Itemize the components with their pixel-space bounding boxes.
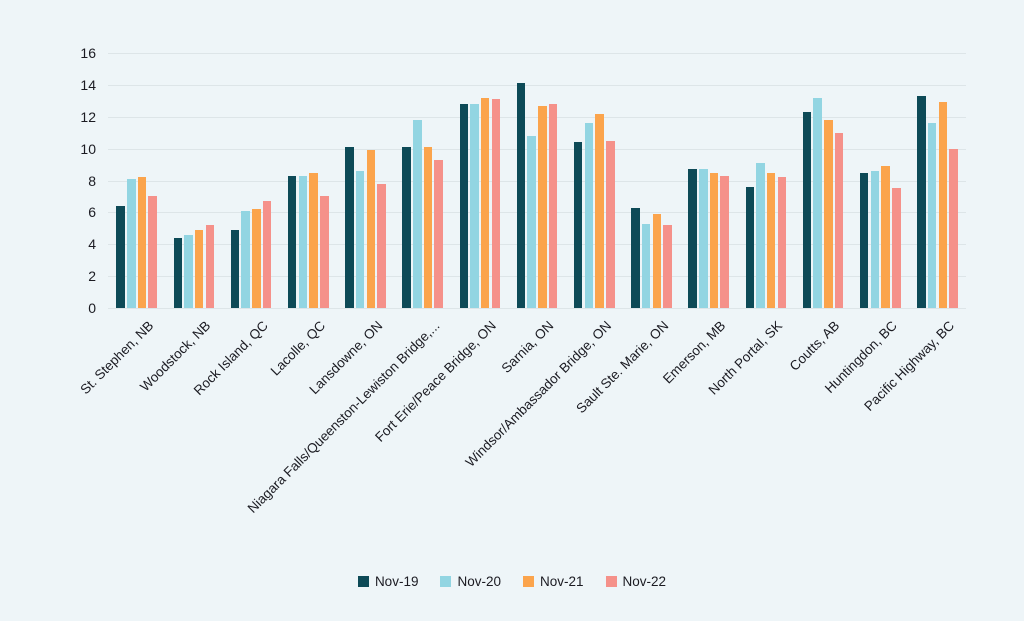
bar <box>230 229 240 308</box>
bar <box>709 172 719 308</box>
y-axis-tick-label: 16 <box>80 45 96 61</box>
bar <box>859 172 869 308</box>
legend-swatch-nov-21-icon <box>523 576 534 587</box>
legend-swatch-nov-19-icon <box>357 576 369 587</box>
bar <box>480 97 490 308</box>
y-axis-tick-label: 0 <box>88 300 96 316</box>
bar <box>584 123 594 308</box>
gridline <box>108 148 966 150</box>
bar <box>470 104 479 308</box>
x-axis-category-label: Coutts, AB <box>786 318 843 374</box>
bar <box>652 213 661 308</box>
bar <box>917 96 926 308</box>
bar <box>194 229 204 308</box>
bar <box>413 119 422 308</box>
bar <box>756 162 765 308</box>
bar <box>548 104 558 308</box>
bar <box>287 175 297 308</box>
bar <box>366 150 375 308</box>
bar <box>881 166 890 308</box>
gridline <box>108 84 966 86</box>
bar <box>595 113 604 308</box>
gridline <box>108 53 966 54</box>
bar <box>320 196 329 308</box>
x-axis-category-label: Sarnia, ON <box>498 318 557 376</box>
y-axis-tick-label: 2 <box>88 268 96 285</box>
gridline <box>108 116 966 118</box>
bar <box>116 206 125 308</box>
y-axis-tick-label: 12 <box>80 108 96 125</box>
bar <box>298 175 308 308</box>
bar <box>173 237 182 308</box>
bar <box>688 169 697 308</box>
bar <box>252 209 261 308</box>
y-axis-tick-label: 6 <box>88 204 96 221</box>
bar <box>148 196 157 308</box>
legend-item-nov-21: Nov-21 <box>523 574 584 589</box>
bar <box>459 104 468 308</box>
legend-label: Nov-21 <box>540 574 584 589</box>
bar <box>631 207 640 308</box>
bar <box>720 175 729 308</box>
bar <box>824 119 833 308</box>
bar <box>355 170 365 308</box>
bar <box>309 172 318 308</box>
legend: Nov-19 Nov-20 Nov-21 Nov-22 <box>0 574 1024 589</box>
legend-label: Nov-19 <box>374 574 419 589</box>
legend-item-nov-20: Nov-20 <box>440 574 501 589</box>
bar <box>777 177 787 308</box>
bar <box>892 188 901 308</box>
legend-label: Nov-22 <box>622 574 667 589</box>
bar <box>402 147 411 308</box>
bar <box>834 132 844 308</box>
y-axis-tick-label: 8 <box>88 172 96 189</box>
gridline <box>108 212 966 214</box>
bar <box>606 140 615 308</box>
bar <box>527 135 536 308</box>
x-axis-category-label: Fort Erie/Peace Bridge, ON <box>372 318 500 445</box>
bar <box>137 177 147 308</box>
legend-item-nov-22: Nov-22 <box>605 574 667 589</box>
bar <box>241 210 250 308</box>
bar <box>870 170 880 308</box>
legend-swatch-nov-20-icon <box>440 576 452 587</box>
bar <box>766 172 776 308</box>
bar <box>641 223 651 308</box>
x-axis-category-label: Lacolle, QC <box>267 318 328 379</box>
bar <box>802 111 812 308</box>
bar <box>377 183 386 308</box>
bar <box>949 148 958 308</box>
bar <box>127 178 136 308</box>
bar <box>491 99 501 308</box>
gridline <box>108 180 966 182</box>
bar <box>813 97 822 308</box>
gridline <box>108 276 966 278</box>
bar <box>423 147 433 308</box>
bar <box>184 234 193 308</box>
y-axis-tick-label: 4 <box>88 236 96 253</box>
gridline <box>108 244 966 246</box>
bar <box>262 201 272 308</box>
bar <box>205 225 215 308</box>
bar <box>573 142 583 308</box>
gridline <box>108 308 966 309</box>
bar <box>516 83 526 308</box>
y-axis-tick-label: 10 <box>80 140 96 157</box>
legend-swatch-nov-22-icon <box>605 576 617 587</box>
bar <box>927 123 937 308</box>
legend-label: Nov-20 <box>457 574 501 589</box>
y-axis-tick-label: 14 <box>80 76 96 93</box>
bar <box>663 225 672 308</box>
bar <box>434 159 443 308</box>
bar <box>699 169 708 308</box>
bar <box>745 186 754 308</box>
bar <box>938 102 947 308</box>
legend-item-nov-19: Nov-19 <box>357 574 419 589</box>
bar <box>538 105 547 308</box>
bar <box>345 147 354 308</box>
